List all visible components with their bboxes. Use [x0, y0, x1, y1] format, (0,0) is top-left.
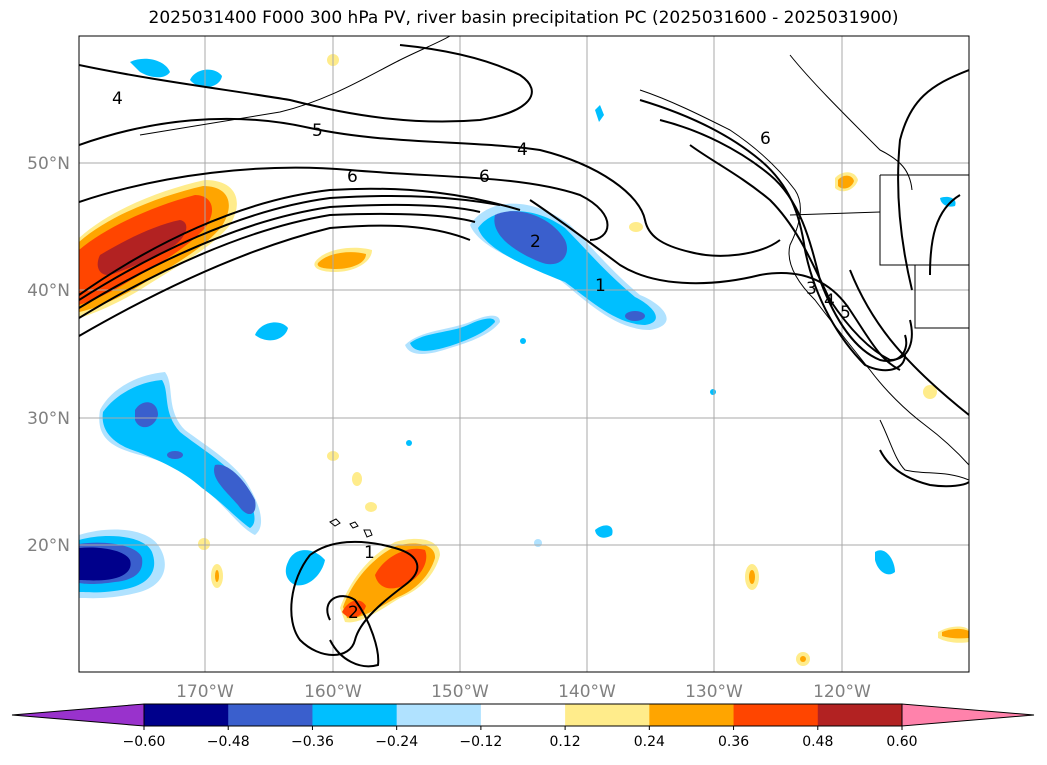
contour-label: 6: [479, 167, 490, 187]
gridlines: [79, 36, 969, 672]
axis-labels: 170°W 160°W 150°W 140°W 130°W 120°W 50°N…: [27, 154, 871, 702]
lat-label: 30°N: [27, 409, 70, 429]
contour-label: 1: [364, 543, 375, 563]
contour-label: 4: [517, 140, 528, 160]
colorbar-extend-low: [11, 703, 145, 727]
lon-label: 140°W: [558, 682, 616, 702]
colorbar-segment: [817, 704, 903, 726]
contour-label: 5: [840, 303, 851, 323]
lat-label: 50°N: [27, 154, 70, 174]
colorbar-tick-label: 0.24: [634, 734, 665, 750]
colorbar-segment: [144, 704, 229, 726]
contour-label: 6: [347, 167, 358, 187]
colorbar-extend-high: [901, 703, 1035, 727]
lon-label: 120°W: [813, 682, 871, 702]
colorbar-tick-label: 0.36: [718, 734, 749, 750]
pv-contours: [79, 44, 969, 668]
colorbar-segment: [733, 704, 819, 726]
lon-label: 160°W: [304, 682, 362, 702]
lat-label: 40°N: [27, 281, 70, 301]
colorbar-tick-label: −0.24: [375, 734, 418, 750]
contour-label: 1: [595, 276, 606, 296]
contour-label: 5: [312, 121, 323, 141]
map-frame: [78, 35, 970, 673]
contour-label: 3: [806, 279, 817, 299]
contour-label: 4: [112, 89, 123, 109]
negative-precip-shading: [79, 58, 956, 599]
colorbar-outline: [143, 703, 903, 727]
contour-label: 6: [760, 129, 771, 149]
colorbar-tick-label: −0.36: [291, 734, 334, 750]
colorbar-segment: [228, 704, 313, 726]
contour-labels: 4 5 4 6 6 2 1 6 3 4 5 1 2: [112, 89, 851, 623]
lon-label: 170°W: [176, 682, 234, 702]
coastlines: [139, 36, 969, 538]
lon-label: 130°W: [685, 682, 743, 702]
positive-precip-shading: [79, 54, 969, 666]
colorbar-tick-label: −0.12: [459, 734, 502, 750]
colorbar-segment: [312, 704, 398, 726]
colorbar-tick-label: −0.48: [207, 734, 250, 750]
colorbar-tick-label: −0.60: [123, 734, 166, 750]
colorbar-segment: [649, 704, 735, 726]
lat-label: 20°N: [27, 536, 70, 556]
colorbar-segment: [396, 704, 482, 726]
contour-label: 2: [530, 232, 541, 252]
map-title: 2025031400 F000 300 hPa PV, river basin …: [148, 8, 899, 28]
colorbar: −0.60 −0.48 −0.36 −0.24 −0.12 0.12 0.24 0.36 0.4…: [11, 703, 1035, 750]
colorbar-segment: [480, 704, 566, 726]
colorbar-tick-label: 0.60: [886, 734, 917, 750]
lon-label: 150°W: [431, 682, 489, 702]
contour-label: 4: [824, 291, 835, 311]
colorbar-segment: [565, 704, 650, 726]
contour-label: 2: [348, 603, 359, 623]
colorbar-tick-label: 0.12: [550, 734, 581, 750]
colorbar-tick-label: 0.48: [802, 734, 833, 750]
